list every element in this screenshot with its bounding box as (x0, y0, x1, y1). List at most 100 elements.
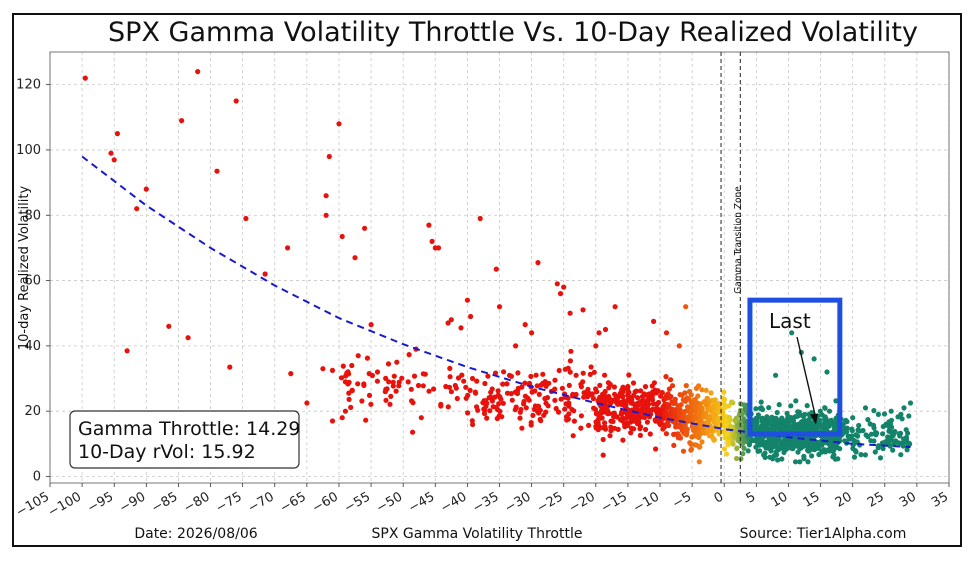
data-point (746, 442, 753, 448)
data-point (552, 386, 558, 392)
data-point (608, 428, 614, 434)
data-point (621, 409, 627, 415)
data-point (824, 369, 830, 375)
data-point (602, 424, 608, 430)
data-point (880, 431, 886, 437)
data-point (892, 428, 898, 435)
data-point (243, 215, 249, 222)
data-point (465, 392, 471, 398)
data-point (568, 348, 574, 354)
data-point (108, 150, 114, 156)
data-point (410, 429, 416, 435)
data-point (688, 412, 694, 418)
data-point (758, 399, 764, 405)
x-tick-label: −90 (117, 489, 148, 516)
x-tick-label: −95 (85, 489, 116, 516)
data-point (477, 215, 483, 222)
data-point (593, 343, 599, 349)
data-point (463, 384, 469, 390)
data-point (111, 157, 117, 163)
x-tick-label: −60 (310, 489, 341, 516)
data-point (339, 233, 345, 240)
data-point (594, 389, 600, 395)
x-tick-label: 0 (712, 489, 727, 506)
data-point (851, 454, 858, 460)
y-tick-label: 60 (24, 274, 41, 289)
data-point (420, 371, 426, 377)
data-point (715, 405, 721, 411)
x-tick-label: −40 (438, 489, 469, 516)
y-tick-label: 120 (16, 78, 41, 93)
data-point (880, 423, 886, 430)
data-point (482, 380, 488, 387)
data-point (788, 445, 794, 451)
data-point (850, 415, 856, 421)
data-point (668, 377, 674, 383)
data-point (860, 427, 866, 434)
data-point (617, 417, 624, 423)
data-point (554, 281, 560, 287)
data-point (396, 379, 402, 385)
data-point (500, 400, 506, 406)
data-point (714, 401, 720, 407)
data-point (589, 391, 596, 397)
x-tick-label: 20 (833, 489, 855, 510)
x-tick-label: 30 (897, 489, 919, 510)
x-tick-label: −85 (149, 489, 180, 516)
data-point (652, 417, 658, 423)
data-point (637, 432, 644, 438)
data-point (567, 310, 573, 316)
x-axis-label: SPX Gamma Volatility Throttle (372, 526, 583, 542)
data-point (826, 422, 832, 428)
data-point (533, 372, 539, 378)
data-point (484, 400, 490, 406)
data-point (362, 225, 368, 231)
data-point (887, 443, 893, 449)
data-point (628, 430, 634, 436)
data-point (856, 422, 862, 429)
data-point (528, 373, 534, 379)
data-point (608, 418, 614, 424)
data-point (391, 373, 397, 379)
data-point (470, 421, 476, 428)
data-point (699, 387, 705, 393)
x-tick-label: −5 (670, 489, 694, 512)
data-point (542, 396, 548, 402)
data-point (581, 394, 587, 400)
data-point (114, 131, 120, 137)
data-point (637, 399, 643, 405)
data-point (561, 284, 567, 290)
data-point (497, 394, 503, 400)
data-point (793, 441, 799, 447)
data-point (489, 386, 495, 392)
last-label: Last (769, 309, 811, 333)
data-point (573, 372, 579, 378)
chart-frame (12, 13, 962, 547)
data-point (558, 396, 564, 402)
data-point (515, 385, 521, 391)
data-point (323, 212, 329, 218)
data-point (669, 383, 676, 389)
data-point (408, 386, 414, 392)
data-point (453, 385, 459, 391)
stats-box: Gamma Throttle: 14.29 10-Day rVol: 15.92 (69, 410, 300, 469)
data-point (811, 424, 817, 430)
data-point (647, 431, 653, 437)
data-point (663, 374, 669, 380)
data-point (445, 320, 451, 326)
data-point (262, 271, 268, 277)
data-point (366, 392, 373, 398)
data-point (606, 410, 612, 417)
data-point (602, 326, 609, 333)
data-point (542, 379, 548, 385)
data-point (363, 417, 369, 423)
data-point (355, 381, 361, 387)
data-point (519, 425, 525, 431)
data-point (556, 367, 562, 374)
data-point (492, 394, 498, 400)
x-tick-label: 5 (744, 489, 759, 506)
data-point (814, 439, 820, 445)
y-tick-label: 40 (24, 339, 41, 354)
data-point (902, 439, 908, 445)
data-point (352, 255, 358, 261)
